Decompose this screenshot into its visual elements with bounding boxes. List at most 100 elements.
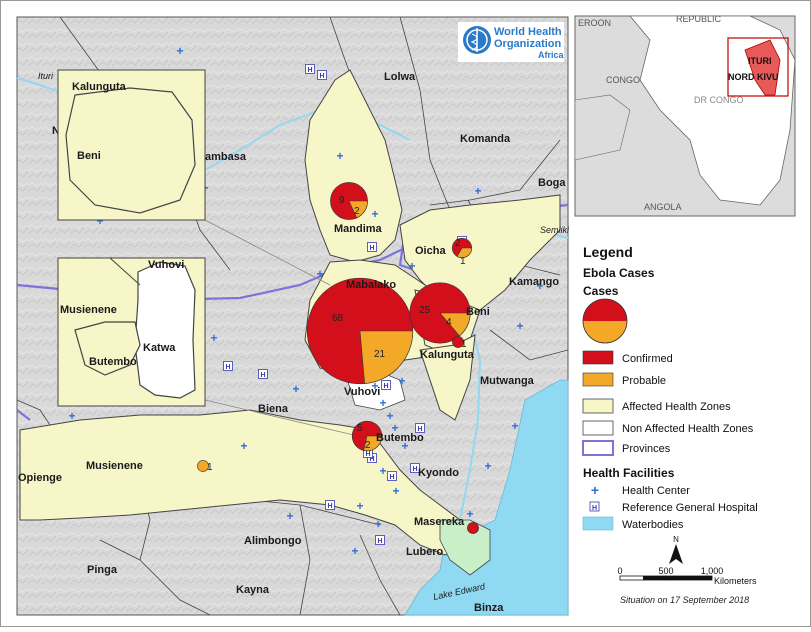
reference-hospital-icon: H [223, 361, 233, 371]
overview-drcongo: DR CONGO [694, 95, 744, 105]
overview-map: EROON REPUBLIC CONGO DR CONGO ANGOLA ITU… [574, 14, 796, 217]
reference-hospital-icon: H [305, 64, 315, 74]
overview-angola: ANGOLA [644, 202, 682, 212]
svg-text:H: H [260, 372, 265, 379]
legend: Legend Ebola Cases Cases Confirmed Proba… [582, 244, 758, 531]
svg-text:H: H [307, 67, 312, 74]
who-name-line2: Organization [494, 38, 562, 50]
legend-non-affected-swatch [582, 420, 614, 436]
legend-ebola-cases: Ebola Cases [583, 266, 655, 280]
inset-connectors [204, 219, 376, 441]
case-count-label: 2 [354, 206, 360, 217]
health-center-icon: + [408, 259, 415, 273]
pie-oicha-probable-slice [456, 247, 472, 258]
health-center-icon: + [356, 499, 363, 513]
svg-text:H: H [369, 245, 374, 252]
reference-hospital-icon: H [410, 463, 420, 473]
legend-confirmed-swatch [582, 350, 614, 365]
legend-health-facilities: Health Facilities [583, 466, 675, 480]
situation-date: Situation on 17 September 2018 [620, 595, 749, 605]
label-boga: Boga [538, 177, 566, 189]
north-label: N [673, 535, 679, 544]
health-center-icon: + [240, 439, 247, 453]
who-emblem-icon [463, 26, 491, 54]
legend-confirmed: Confirmed [622, 353, 673, 365]
label-mutwanga: Mutwanga [480, 375, 535, 387]
case-count-label: 9 [339, 195, 345, 206]
health-center-icon: + [386, 409, 393, 423]
health-center-icon: + [391, 421, 398, 435]
health-center-icon: + [516, 319, 523, 333]
health-center-icon: + [286, 509, 293, 523]
label-biena: Biena [258, 403, 289, 415]
overview-congo: CONGO [606, 75, 640, 85]
legend-title: Legend [583, 244, 633, 260]
label-kyondo: Kyondo [418, 467, 459, 479]
who-region: Africa [538, 50, 565, 60]
legend-affected-swatch [582, 398, 614, 414]
svg-text:H: H [365, 451, 370, 458]
label-vuhovi: Vuhovi [344, 386, 380, 398]
scale-mid: 500 [658, 566, 673, 576]
case-count-label: 2 [455, 238, 461, 249]
pie-mandima-probable-slice [348, 200, 368, 219]
inset-beni-zone [65, 87, 196, 214]
legend-reference-hospital: Reference General Hospital [622, 502, 758, 514]
pie-musienene-probable-slice [197, 460, 209, 472]
inset-label-beni: Beni [77, 150, 101, 162]
scale-bar: 0 500 1,000 Kilometers [617, 566, 757, 586]
inset-label-kalunguta: Kalunguta [72, 81, 127, 93]
reference-hospital-icon: H [317, 70, 327, 80]
legend-provinces: Provinces [622, 443, 671, 455]
label-lubero: Lubero [406, 546, 444, 558]
case-count-label: 4 [446, 317, 452, 328]
legend-hospital-icon: H [589, 501, 600, 512]
label-pinga: Pinga [87, 564, 118, 576]
svg-text:H: H [592, 505, 597, 512]
health-center-icon: + [392, 484, 399, 498]
health-center-icon: + [379, 396, 386, 410]
label-komanda: Komanda [460, 133, 511, 145]
svg-text:H: H [389, 474, 394, 481]
pie-butembo [351, 420, 383, 452]
health-center-icon: + [316, 267, 323, 281]
health-center-icon: + [96, 214, 103, 228]
zone-masereka [439, 519, 491, 576]
label-mambasa-partial: ambasa [205, 151, 247, 163]
case-count-label: 2 [365, 440, 371, 451]
case-count-label: 1 [460, 256, 466, 267]
reference-hospital-icon: H [325, 500, 335, 510]
case-count-label: 1 [461, 339, 467, 350]
pie-mabalako [306, 277, 414, 385]
overview-ituri: ITURI [748, 56, 772, 66]
health-center-icon: + [176, 44, 183, 58]
label-opienge: Opienge [18, 472, 62, 484]
case-count-label: 25 [419, 305, 431, 316]
reference-hospital-icon: H [367, 242, 377, 252]
who-name-line1: World Health [494, 26, 562, 38]
inset-butembo: Vuhovi Musienene Katwa Butembo [57, 257, 206, 407]
health-center-icon: + [401, 439, 408, 453]
inset-label-butembo: Butembo [89, 356, 137, 368]
north-arrow-icon [669, 544, 683, 564]
health-center-icon: + [466, 507, 473, 521]
label-butembo: Butembo [376, 432, 424, 444]
legend-water-swatch [582, 516, 614, 531]
label-kalunguta: Kalunguta [420, 349, 475, 361]
case-count-label: 68 [332, 313, 344, 324]
overview-nord-kivu: NORD KIVU [728, 72, 779, 82]
health-center-icon: + [371, 379, 378, 393]
overview-extent-box [727, 37, 789, 97]
pie-oicha [452, 238, 472, 258]
label-ituri-river: Ituri [38, 71, 54, 81]
overview-cameroon: EROON [578, 18, 611, 28]
who-logo: World Health Organization Africa [458, 22, 565, 62]
label-kamango: Kamango [509, 276, 559, 288]
lake-edward [404, 379, 569, 616]
svg-text:H: H [327, 503, 332, 510]
inset-butembo-zone [74, 321, 141, 376]
health-center-icon: + [68, 409, 75, 423]
label-binza: Binza [474, 602, 504, 614]
health-center-icon: + [484, 459, 491, 473]
svg-text:H: H [412, 466, 417, 473]
